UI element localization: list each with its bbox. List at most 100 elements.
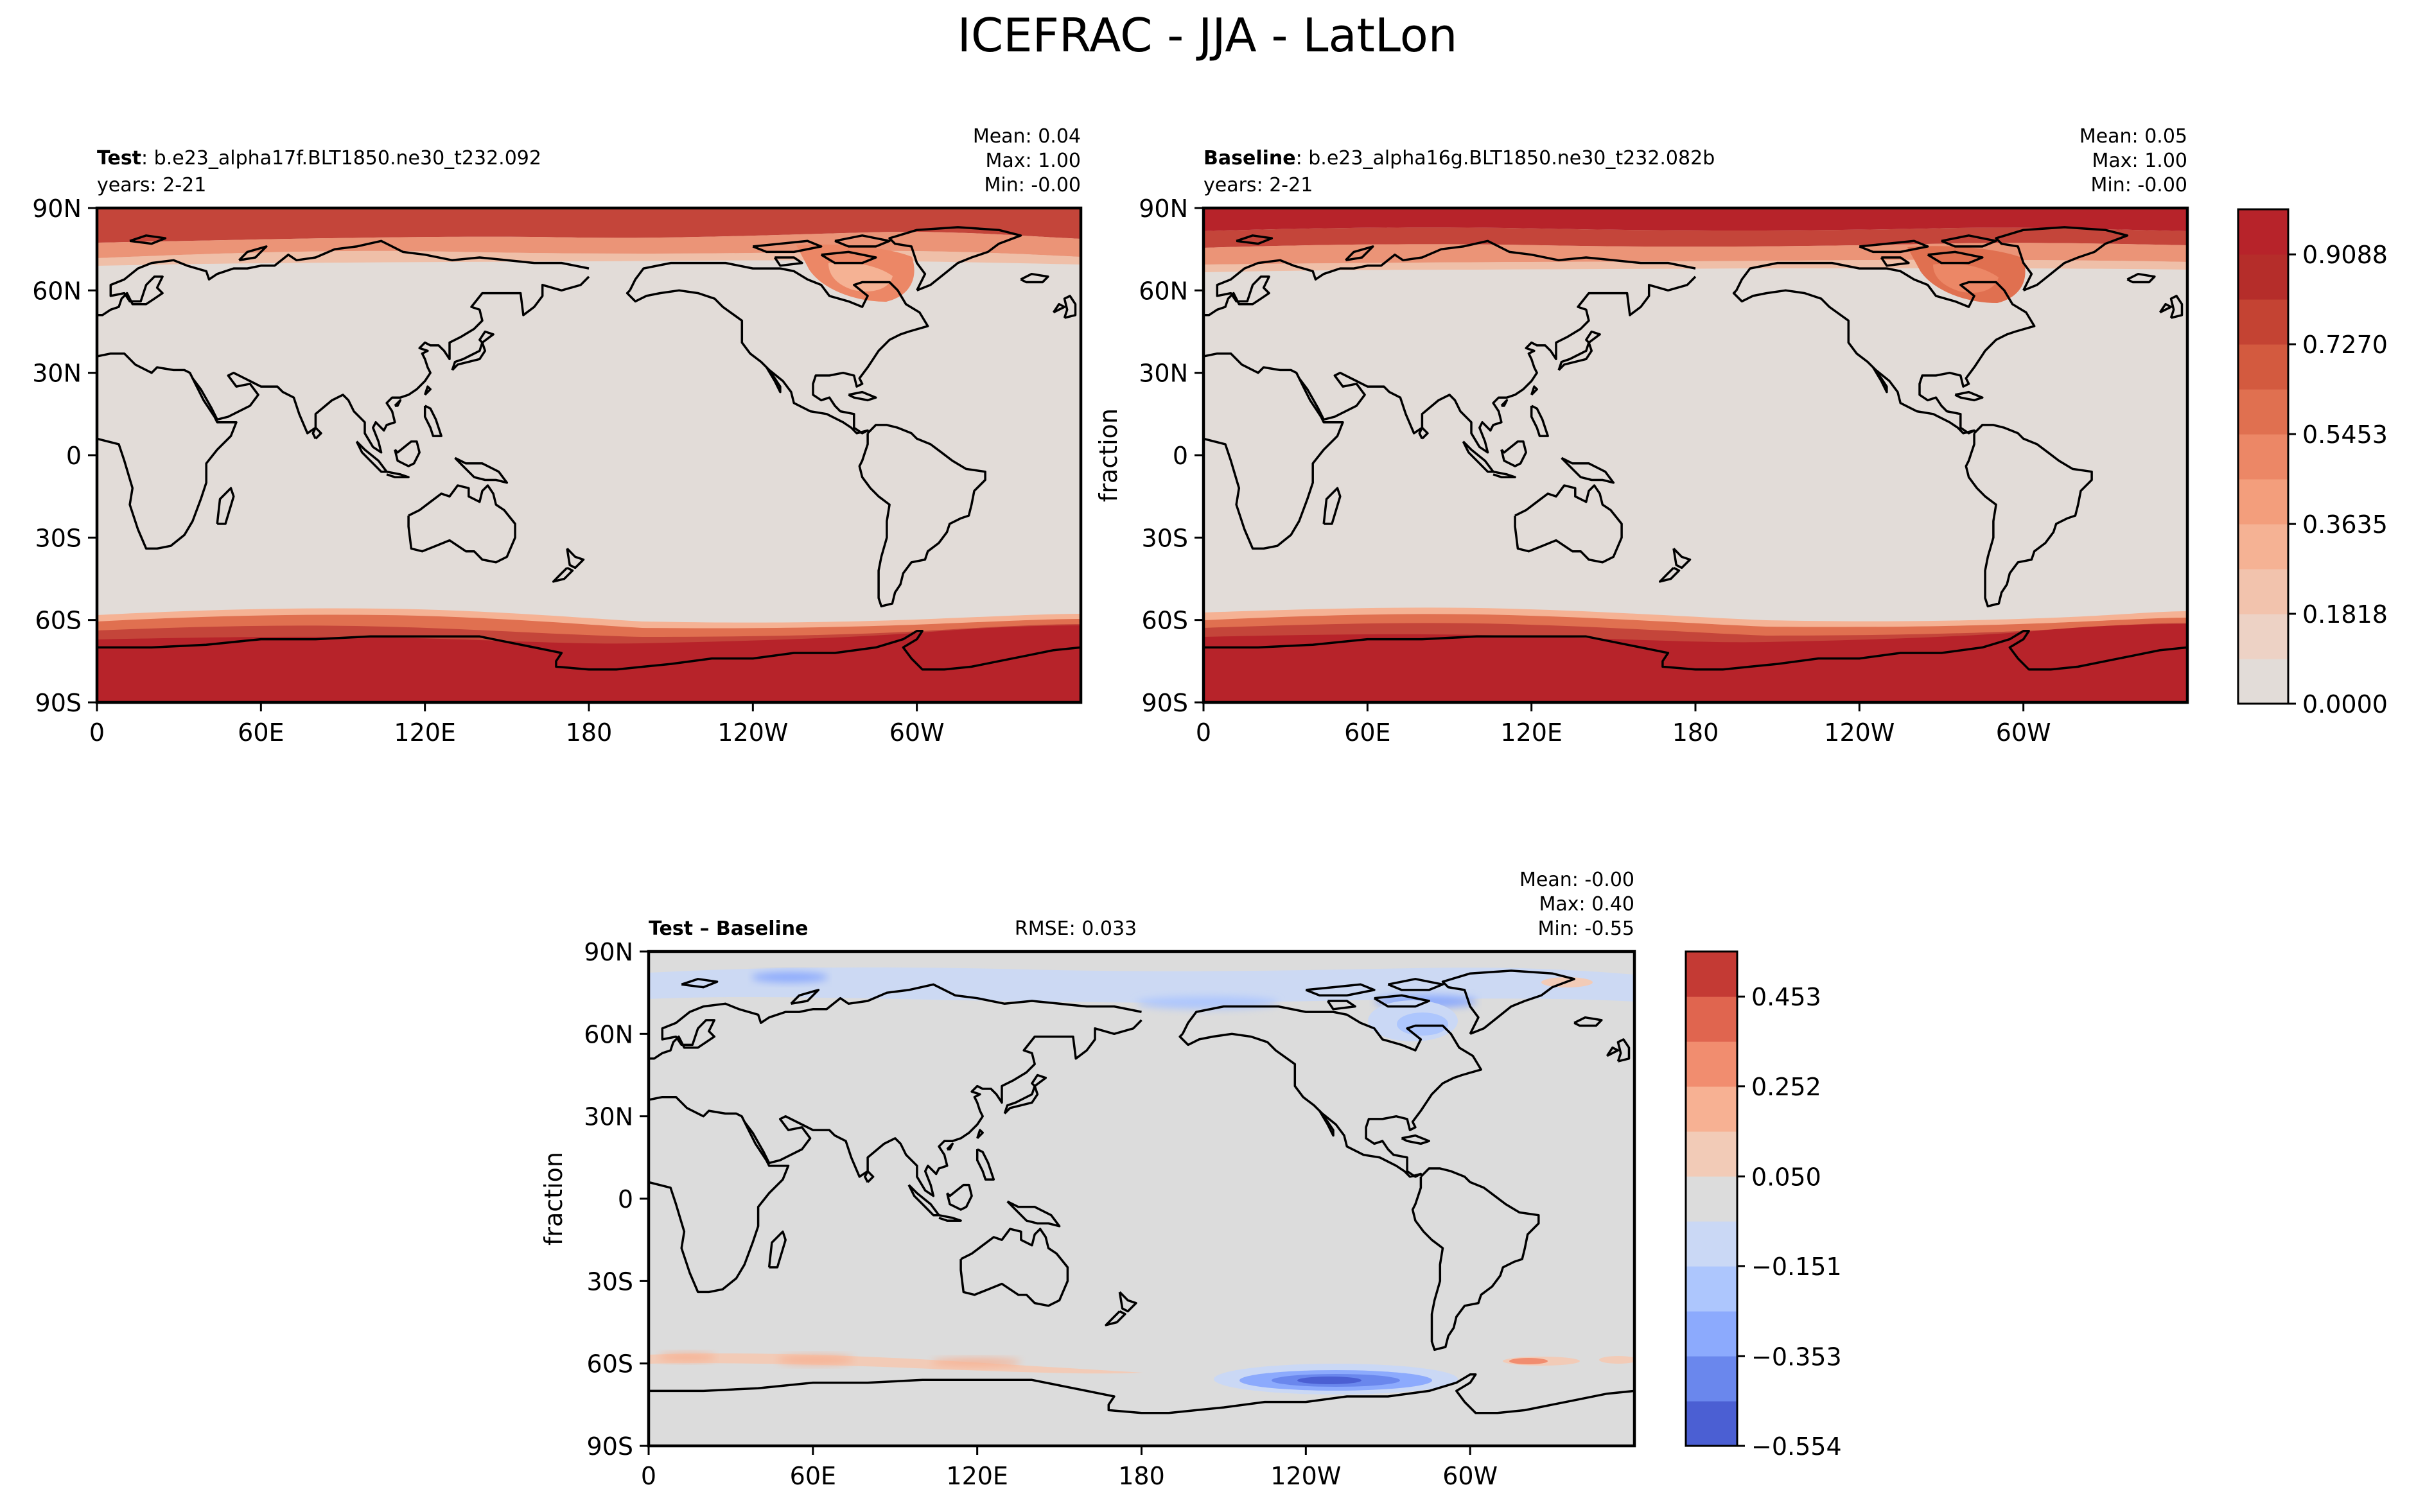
coastline — [191, 275, 590, 454]
x-tick-label: 60W — [889, 718, 945, 747]
x-tick-label: 120E — [1500, 718, 1563, 747]
panel-difference — [649, 952, 1634, 1446]
panel-label: Test – Baseline — [649, 917, 809, 940]
coastline — [907, 1184, 940, 1217]
coastline — [2158, 302, 2173, 314]
y-tick-label: 30S — [1142, 524, 1188, 552]
coastline — [946, 1183, 973, 1211]
coastline — [1965, 424, 2093, 608]
coastline — [1441, 969, 1575, 1035]
colorbar-tick-label: 0.0000 — [2302, 690, 2388, 718]
coastline — [1373, 994, 1430, 1008]
coastline — [1658, 566, 1681, 583]
y-tick-label: 0 — [618, 1185, 633, 1213]
x-tick-label: 60E — [790, 1462, 836, 1490]
coastline — [1305, 983, 1376, 997]
coastline — [888, 226, 1022, 291]
rmse-label: RMSE: 0.033 — [1015, 917, 1137, 940]
coastline — [976, 1148, 995, 1181]
x-tick-label: 60W — [1996, 718, 2051, 747]
colorbar-frame — [1685, 950, 1738, 1447]
x-tick-label: 0 — [89, 718, 105, 747]
coastline — [311, 426, 322, 440]
x-tick-label: 0 — [1196, 718, 1211, 747]
x-tick-label: 180 — [1672, 718, 1719, 747]
panel-label-bold: Baseline — [1204, 147, 1296, 169]
y-tick-label: 60S — [587, 1350, 633, 1378]
coastline — [864, 1170, 875, 1183]
coastline — [1298, 275, 1697, 454]
y-tick-label: 60S — [35, 607, 82, 635]
x-tick-label: 180 — [1118, 1462, 1165, 1490]
test-coastlines — [97, 226, 1081, 671]
panel-baseline — [1204, 208, 2187, 702]
colorbar-level — [2238, 344, 2288, 390]
colorbar-frame — [2237, 208, 2289, 705]
coastline — [938, 1213, 962, 1222]
y-tick-label: 90S — [1142, 689, 1188, 717]
colorbars: 0.9088 0.7270 0.5453 0.3635 0.1818 0.0000 0.45… — [1685, 208, 2388, 1461]
panel-test — [97, 208, 1081, 702]
coastline — [1530, 385, 1538, 396]
colorbar-difference: 0.453 0.252 0.050 −0.151 −0.353 −0.554 — [1685, 950, 1842, 1461]
coastline — [1927, 250, 1984, 265]
x-tick-label: 60E — [1344, 718, 1390, 747]
colorbar-tick-label: 0.5453 — [2302, 421, 2388, 449]
colorbar-level — [1686, 1221, 1737, 1267]
coastline — [1105, 1310, 1126, 1326]
coastline — [1995, 226, 2129, 291]
colorbar-level — [1686, 952, 1737, 997]
y-tick-label: 90N — [584, 938, 633, 966]
x-tick-label: 0 — [641, 1462, 656, 1490]
coastline — [1401, 1134, 1430, 1145]
coastline — [1020, 272, 1049, 284]
colorbar-level — [2238, 659, 2288, 704]
colorbar-tick-label: 0.9088 — [2302, 241, 2388, 269]
coastline — [566, 548, 585, 569]
colorbar-level — [1686, 1131, 1737, 1177]
coastline — [649, 1095, 790, 1294]
panel-years: years: 2-21 — [97, 174, 206, 196]
y-tick-label: 90S — [587, 1432, 633, 1461]
panel-stat: Min: -0.00 — [2091, 174, 2188, 196]
coastline — [1557, 330, 1601, 371]
y-tick-label: 90S — [35, 689, 82, 717]
y-tick-label: 90N — [32, 195, 82, 223]
x-tick-label: 60W — [1442, 1462, 1498, 1490]
y-axis-label: fraction — [539, 1152, 568, 1246]
coastline — [454, 456, 509, 484]
coastline — [743, 1019, 1142, 1197]
coastline — [386, 470, 410, 478]
coastline — [1052, 302, 1066, 314]
coastline — [1561, 456, 1615, 484]
panel-label-case: : b.e23_alpha17f.BLT1850.ne30_t232.092 — [141, 147, 541, 169]
colorbar-level — [2238, 479, 2288, 525]
colorbar-tick-label: −0.554 — [1751, 1432, 1842, 1461]
colorbar-level — [1686, 1086, 1737, 1132]
baseline-coastlines — [1204, 226, 2187, 671]
x-tick-label: 120E — [946, 1462, 1008, 1490]
coastline — [649, 1373, 1634, 1414]
coastline — [1345, 245, 1374, 262]
coastline — [1322, 487, 1342, 525]
coastline — [407, 484, 516, 564]
panel-label-bold: Test — [97, 147, 141, 169]
coastline — [1732, 261, 2036, 435]
coastline — [1880, 256, 1910, 267]
x-tick-label: 120W — [1270, 1462, 1341, 1490]
coastline — [1954, 390, 1984, 402]
coastline — [129, 234, 167, 245]
axes-difference: 0 60E 120E 180 120W 60W 90N 60N 30N 0 30S 60S 90S fra… — [539, 869, 1636, 1490]
panel-years: years: 2-21 — [1204, 174, 1313, 196]
coastline — [649, 983, 1142, 1060]
y-axis-label: fraction — [1094, 408, 1123, 502]
panel-stat: Max: 0.40 — [1539, 893, 1634, 916]
panel-label-bold: Test – Baseline — [649, 917, 809, 940]
panel-label: Test: b.e23_alpha17f.BLT1850.ne30_t232.0… — [97, 147, 541, 169]
panel-stat: Max: 1.00 — [986, 150, 1081, 172]
coastline — [767, 1230, 787, 1269]
coastline — [1411, 1167, 1540, 1351]
coastline — [1418, 426, 1429, 440]
difference-coastlines — [649, 969, 1634, 1414]
